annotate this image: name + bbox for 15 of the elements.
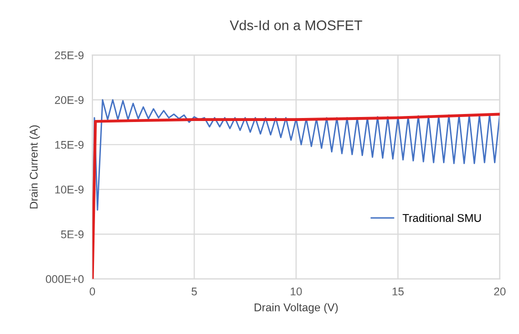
x-tick-label: 0 bbox=[90, 288, 96, 296]
y-tick-label: 15E-9 bbox=[55, 140, 84, 149]
x-tick-label: 20 bbox=[494, 288, 506, 296]
x-tick-label: 5 bbox=[192, 288, 197, 296]
y-tick-label: 20E-9 bbox=[54, 96, 84, 104]
y-tick-label: 25E-9 bbox=[54, 51, 84, 60]
legend-label: Traditional SMU bbox=[402, 214, 481, 222]
y-axis-title: Drain Current (A) bbox=[30, 125, 40, 208]
x-axis-title: Drain Voltage (V) bbox=[254, 303, 338, 314]
x-tick-label: 10 bbox=[290, 288, 302, 296]
y-tick-label: 000E+0 bbox=[46, 275, 84, 284]
chart-title: Vds-Id on a MOSFET bbox=[230, 20, 362, 30]
y-tick-label: 10E-9 bbox=[55, 186, 84, 194]
y-tick-label: 5E-9 bbox=[61, 230, 84, 238]
x-tick-label: 15 bbox=[392, 288, 404, 296]
